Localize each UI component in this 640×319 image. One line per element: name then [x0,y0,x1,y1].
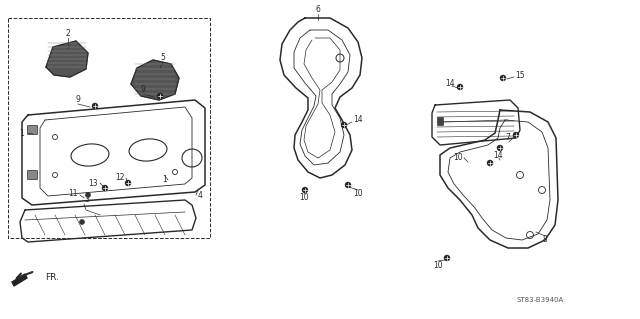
Circle shape [157,93,163,99]
Circle shape [497,145,503,151]
Polygon shape [131,60,179,100]
Text: 10: 10 [353,189,363,197]
Circle shape [487,160,493,166]
Text: 14: 14 [445,78,455,87]
Text: 10: 10 [299,194,309,203]
Text: 4: 4 [198,190,202,199]
Text: 10: 10 [433,261,443,270]
Circle shape [86,192,90,197]
Polygon shape [46,41,88,77]
Circle shape [302,187,308,193]
Circle shape [92,103,98,109]
Text: 3: 3 [84,196,90,204]
Text: 10: 10 [453,153,463,162]
Circle shape [444,255,450,261]
Circle shape [79,219,84,225]
FancyBboxPatch shape [28,170,38,180]
Circle shape [345,182,351,188]
Text: 14: 14 [493,151,503,160]
Text: 1: 1 [163,175,168,184]
Text: 9: 9 [76,95,81,105]
Text: 12: 12 [115,174,125,182]
Circle shape [125,180,131,186]
Circle shape [102,185,108,191]
Text: FR.: FR. [45,273,59,283]
Text: 5: 5 [161,53,165,62]
Circle shape [500,75,506,81]
Text: 2: 2 [66,28,70,38]
Text: 13: 13 [88,179,98,188]
Circle shape [457,84,463,90]
Text: 8: 8 [543,235,547,244]
Text: 6: 6 [316,5,321,14]
Text: 11: 11 [68,189,77,197]
Text: 15: 15 [515,70,525,79]
Text: 9: 9 [141,85,145,94]
FancyBboxPatch shape [28,125,38,135]
Text: 1: 1 [20,129,24,137]
Bar [437,117,443,125]
Circle shape [341,122,347,128]
Polygon shape [12,274,27,286]
Circle shape [513,132,519,138]
Text: 14: 14 [353,115,363,124]
Text: ST83-B3940A: ST83-B3940A [516,297,564,303]
Text: 7: 7 [506,133,511,143]
